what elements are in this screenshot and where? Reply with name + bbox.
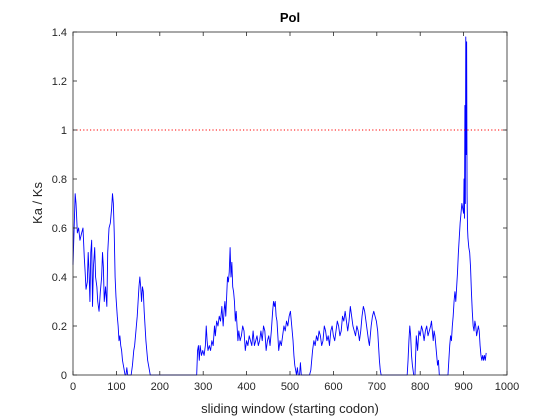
y-tick-label: 0.6 [52,223,67,235]
chart-title: Pol [280,10,300,25]
y-tick-label: 0 [61,370,67,382]
x-axis-label: sliding window (starting codon) [201,401,379,416]
x-tick-label: 900 [454,381,472,393]
y-tick-label: 0.2 [52,321,67,333]
x-tick-label: 200 [151,381,169,393]
x-tick-label: 0 [70,381,76,393]
y-tick-label: 1 [61,125,67,137]
x-tick-label: 500 [281,381,299,393]
y-tick-label: 0.8 [52,174,67,186]
x-tick-label: 1000 [495,381,519,393]
x-tick-label: 800 [411,381,429,393]
ka-ks-series-line [72,36,487,376]
y-axis-label: Ka / Ks [30,182,45,224]
plot-area [73,32,507,375]
x-tick-label: 300 [194,381,212,393]
series-layer [72,36,507,376]
x-tick-label: 100 [107,381,125,393]
y-tick-label: 0.4 [52,272,67,284]
x-tick-label: 600 [324,381,342,393]
x-tick-label: 400 [237,381,255,393]
y-tick-label: 1.2 [52,76,67,88]
y-tick-label: 1.4 [52,27,67,39]
ticks-layer: 0 100 200 300 400 500 600 700 800 900 1000 0 0.2 0.4 0… [52,27,520,393]
x-tick-label: 700 [368,381,386,393]
